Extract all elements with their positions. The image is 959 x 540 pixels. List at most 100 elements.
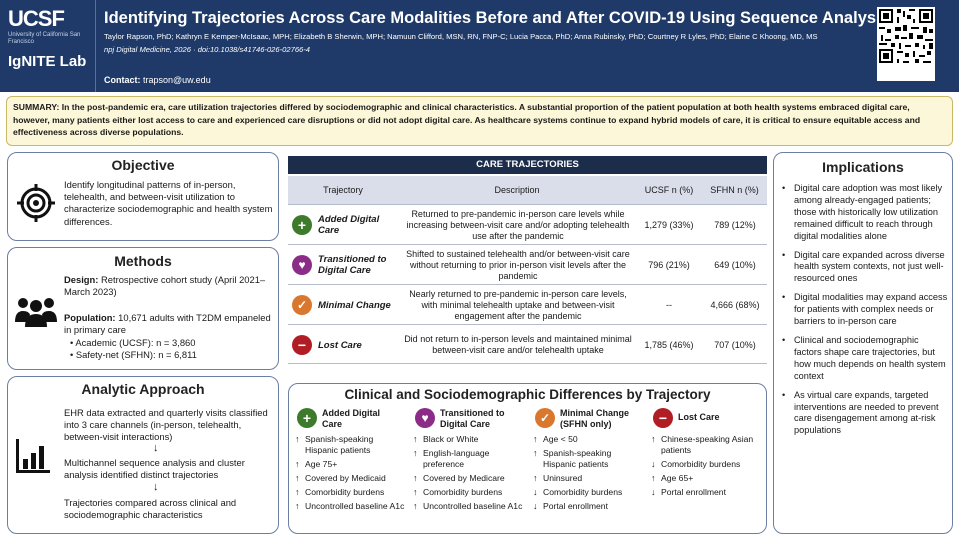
minus-icon: − <box>292 335 312 355</box>
analytic-title: Analytic Approach <box>81 381 205 397</box>
diff-items: ↑ Black or White ↑ English-language prefer… <box>413 434 525 515</box>
diff-col-added-digital: + Added Digital Care ↑ Spanish-speaking H… <box>295 406 407 531</box>
plus-icon: + <box>297 408 317 428</box>
arrow-down-icon: ↓ <box>153 442 159 454</box>
analytic-step1: EHR data extracted and quarterly visits … <box>64 407 268 443</box>
differences-title: Clinical and Sociodemographic Difference… <box>344 387 711 402</box>
contact-label: Contact: <box>104 75 141 85</box>
list-item: ↑ Uncontrolled baseline A1c <box>413 501 525 512</box>
design-label: Design: <box>64 274 99 285</box>
row-ucsf: 796 (21%) <box>648 259 690 270</box>
arrow-icon: ↑ <box>413 500 418 511</box>
list-item: As virtual care expands, targeted interv… <box>782 390 948 438</box>
item-text: Spanish-speaking Hispanic patients <box>305 434 374 455</box>
header-trajectory: Trajectory <box>288 176 398 204</box>
row-description: Shifted to sustained telehealth and/or b… <box>406 248 630 281</box>
item-text: Covered by Medicare <box>423 472 505 483</box>
arrow-icon: ↑ <box>413 486 418 497</box>
implications-title: Implications <box>822 159 904 175</box>
row-description: Nearly returned to pre-pandemic in-perso… <box>409 288 627 321</box>
row-name: Transitioned to Digital Care <box>318 254 387 276</box>
item-text: Black or White <box>423 434 479 444</box>
logo-area: UCSF University of California San Franci… <box>0 0 96 92</box>
qr-code-icon[interactable] <box>877 7 935 81</box>
check-icon: ✓ <box>292 295 312 315</box>
heart-icon: ♥ <box>292 255 312 275</box>
arrow-icon: ↑ <box>295 486 300 497</box>
row-sfhn: 649 (10%) <box>714 259 756 270</box>
list-item: ↑ Uncontrolled baseline A1c <box>295 501 407 512</box>
row-name: Minimal Change <box>318 299 391 311</box>
diff-items: ↑ Chinese-speaking Asian patients ↓ Comorb… <box>651 434 761 501</box>
row-description: Returned to pre-pandemic in-person care … <box>406 208 630 241</box>
row-ucsf: -- <box>666 299 672 310</box>
ucsf-logo: UCSF <box>8 6 65 31</box>
list-item: ↓ Comorbidity burdens <box>651 459 761 470</box>
check-icon: ✓ <box>535 408 555 428</box>
objective-title: Objective <box>111 157 175 173</box>
arrow-icon: ↓ <box>533 486 538 497</box>
contact-email[interactable]: trapson@uw.edu <box>143 75 211 85</box>
arrow-icon: ↑ <box>413 448 418 459</box>
arrow-icon: ↑ <box>295 500 300 511</box>
implications-panel: Implications Digital care adoption was m… <box>773 152 953 534</box>
diff-items: ↑ Spanish-speaking Hispanic patients ↑ Age… <box>295 434 407 515</box>
diff-col-head: Minimal Change (SFHN only) <box>560 408 630 429</box>
arrow-icon: ↑ <box>651 472 656 483</box>
care-trajectories-table: CARE TRAJECTORIES Trajectory Description… <box>288 152 767 376</box>
contact-line: Contact: trapson@uw.edu <box>104 75 211 85</box>
bar-chart-icon <box>16 439 50 473</box>
arrow-icon: ↓ <box>533 500 538 511</box>
item-text: Comorbidity burdens <box>423 486 503 497</box>
list-item: ↑ Spanish-speaking Hispanic patients <box>533 448 645 469</box>
list-item: ↑ Chinese-speaking Asian patients <box>651 434 761 455</box>
diff-col-head: Added Digital Care <box>322 408 380 429</box>
diff-col-head: Lost Care <box>678 412 720 422</box>
item-text: Uncontrolled baseline A1c <box>305 500 405 511</box>
item-text: Covered by Medicaid <box>305 472 386 483</box>
item-text: Age 65+ <box>661 472 694 483</box>
design-value: Retrospective cohort study (April 2021–M… <box>64 274 266 298</box>
item-text: Age < 50 <box>543 434 578 444</box>
item-text: Age 75+ <box>305 458 338 469</box>
table-row-added-digital: + Added Digital Care Returned to pre-pan… <box>288 204 767 244</box>
arrow-icon: ↑ <box>533 434 538 444</box>
header-ucsf: UCSF n (%) <box>636 176 702 204</box>
list-item: ↑ Age 65+ <box>651 473 761 484</box>
item-text: Portal enrollment <box>543 500 608 511</box>
list-item: Clinical and sociodemographic factors sh… <box>782 335 948 383</box>
row-sfhn: 789 (12%) <box>714 219 756 230</box>
list-item: ↓ Portal enrollment <box>651 487 761 498</box>
item-text: Comorbidity burdens <box>305 486 385 497</box>
arrow-icon: ↓ <box>651 486 656 497</box>
item-text: Comorbidity burdens <box>543 486 623 497</box>
analytic-step3: Trajectories compared across clinical an… <box>64 497 237 521</box>
poster-title: Identifying Trajectories Across Care Mod… <box>104 9 890 27</box>
list-item: ↓ Portal enrollment <box>533 501 645 512</box>
row-ucsf: 1,279 (33%) <box>644 219 694 230</box>
summary-box: SUMMARY: In the post-pandemic era, care … <box>6 96 953 146</box>
diff-col-transitioned: ♥ Transitioned to Digital Care ↑ Black or… <box>413 406 525 531</box>
objective-panel: Objective Identify longitudinal patterns… <box>7 152 279 241</box>
author-list: Taylor Rapson, PhD; Kathryn E Kemper-McI… <box>104 32 818 41</box>
list-item: ↑ Age 75+ <box>295 459 407 470</box>
population-text: Population: 10,671 adults with T2DM empa… <box>64 312 274 336</box>
arrow-icon: ↑ <box>295 472 300 483</box>
differences-panel: Clinical and Sociodemographic Difference… <box>288 383 767 534</box>
citation: npj Digital Medicine, 2026 · doi:10.1038… <box>104 45 311 54</box>
ucsf-logo-subtitle: University of California San Francisco <box>8 32 81 45</box>
population-label: Population: <box>64 312 116 323</box>
list-item: ↑ Covered by Medicare <box>413 473 525 484</box>
plus-icon: + <box>292 215 312 235</box>
target-icon <box>17 184 55 222</box>
list-item: ↑ English-language preference <box>413 448 525 469</box>
list-item: ↑ Covered by Medicaid <box>295 473 407 484</box>
implications-list: Digital care adoption was most likely am… <box>782 183 948 444</box>
arrow-icon: ↑ <box>295 458 300 469</box>
list-item: Digital care expanded across diverse hea… <box>782 250 948 286</box>
analytic-approach-panel: Analytic Approach EHR data extracted and… <box>7 376 279 534</box>
list-item: ↑ Black or White <box>413 434 525 445</box>
item-text: Uninsured <box>543 472 583 483</box>
row-name: Lost Care <box>318 339 362 351</box>
item-text: Uncontrolled baseline A1c <box>423 500 523 511</box>
